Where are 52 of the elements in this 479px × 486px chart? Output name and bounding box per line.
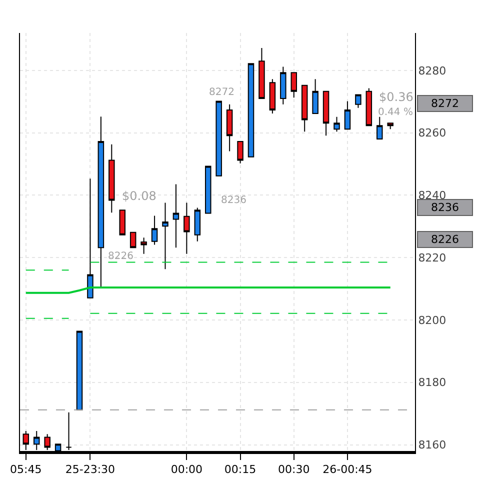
candlestick (98, 116, 104, 288)
x-tick-label: 05:45 (10, 463, 42, 476)
candlestick (87, 178, 94, 298)
candlestick (248, 63, 254, 158)
y-tick-label: 8220 (418, 251, 446, 264)
y-tick-label: 8260 (418, 126, 446, 140)
text: 8236 (431, 201, 459, 214)
annotation: $0.36 (379, 90, 414, 104)
candlestick (119, 210, 126, 236)
candlestick (290, 72, 297, 98)
x-tick-label: 25-23:30 (65, 463, 116, 476)
text: 8272 (431, 97, 459, 110)
candlestick (194, 207, 201, 242)
annotation: 0.44 % (378, 107, 413, 118)
candlestick (258, 47, 265, 100)
annotation: 8226 (108, 251, 134, 262)
y-tick-label: 8280 (418, 64, 446, 78)
candlestick (226, 104, 233, 152)
annotation: $0.08 (122, 189, 156, 203)
candlestick (376, 116, 383, 140)
candlestick (162, 202, 168, 270)
candlestick (344, 100, 351, 130)
x-tick-label: 00:30 (278, 463, 310, 476)
candlestick (322, 90, 330, 136)
annotation: 8272 (209, 87, 234, 98)
candlestick (366, 88, 372, 126)
y-tick-label: 8200 (418, 314, 446, 327)
y-tick-label: 8240 (418, 189, 446, 202)
annotation: 8236 (221, 195, 246, 206)
candlestick (130, 232, 136, 248)
candlestick (140, 237, 147, 254)
x-tick-label: 00:15 (224, 463, 256, 476)
text: 8226 (431, 233, 459, 246)
candlestick (76, 330, 83, 410)
candlestick (108, 144, 115, 214)
candlestick (312, 78, 318, 114)
candlestick (237, 141, 244, 164)
x-tick-label: 00:00 (170, 463, 203, 476)
x-tick-label: 26-00:45 (322, 463, 372, 476)
candlestick (216, 100, 222, 176)
candlestick (301, 84, 308, 132)
candlestick (387, 122, 394, 130)
candlestick (172, 184, 180, 248)
y-tick-label: 8160 (418, 438, 446, 452)
candlestick (184, 202, 190, 254)
candlestick (204, 166, 212, 214)
candlestick (334, 116, 340, 132)
candlestick (280, 66, 286, 105)
candlestick (355, 94, 362, 108)
candlestick (269, 78, 276, 114)
y-tick-label: 8180 (418, 376, 446, 390)
candlestick (151, 215, 158, 246)
